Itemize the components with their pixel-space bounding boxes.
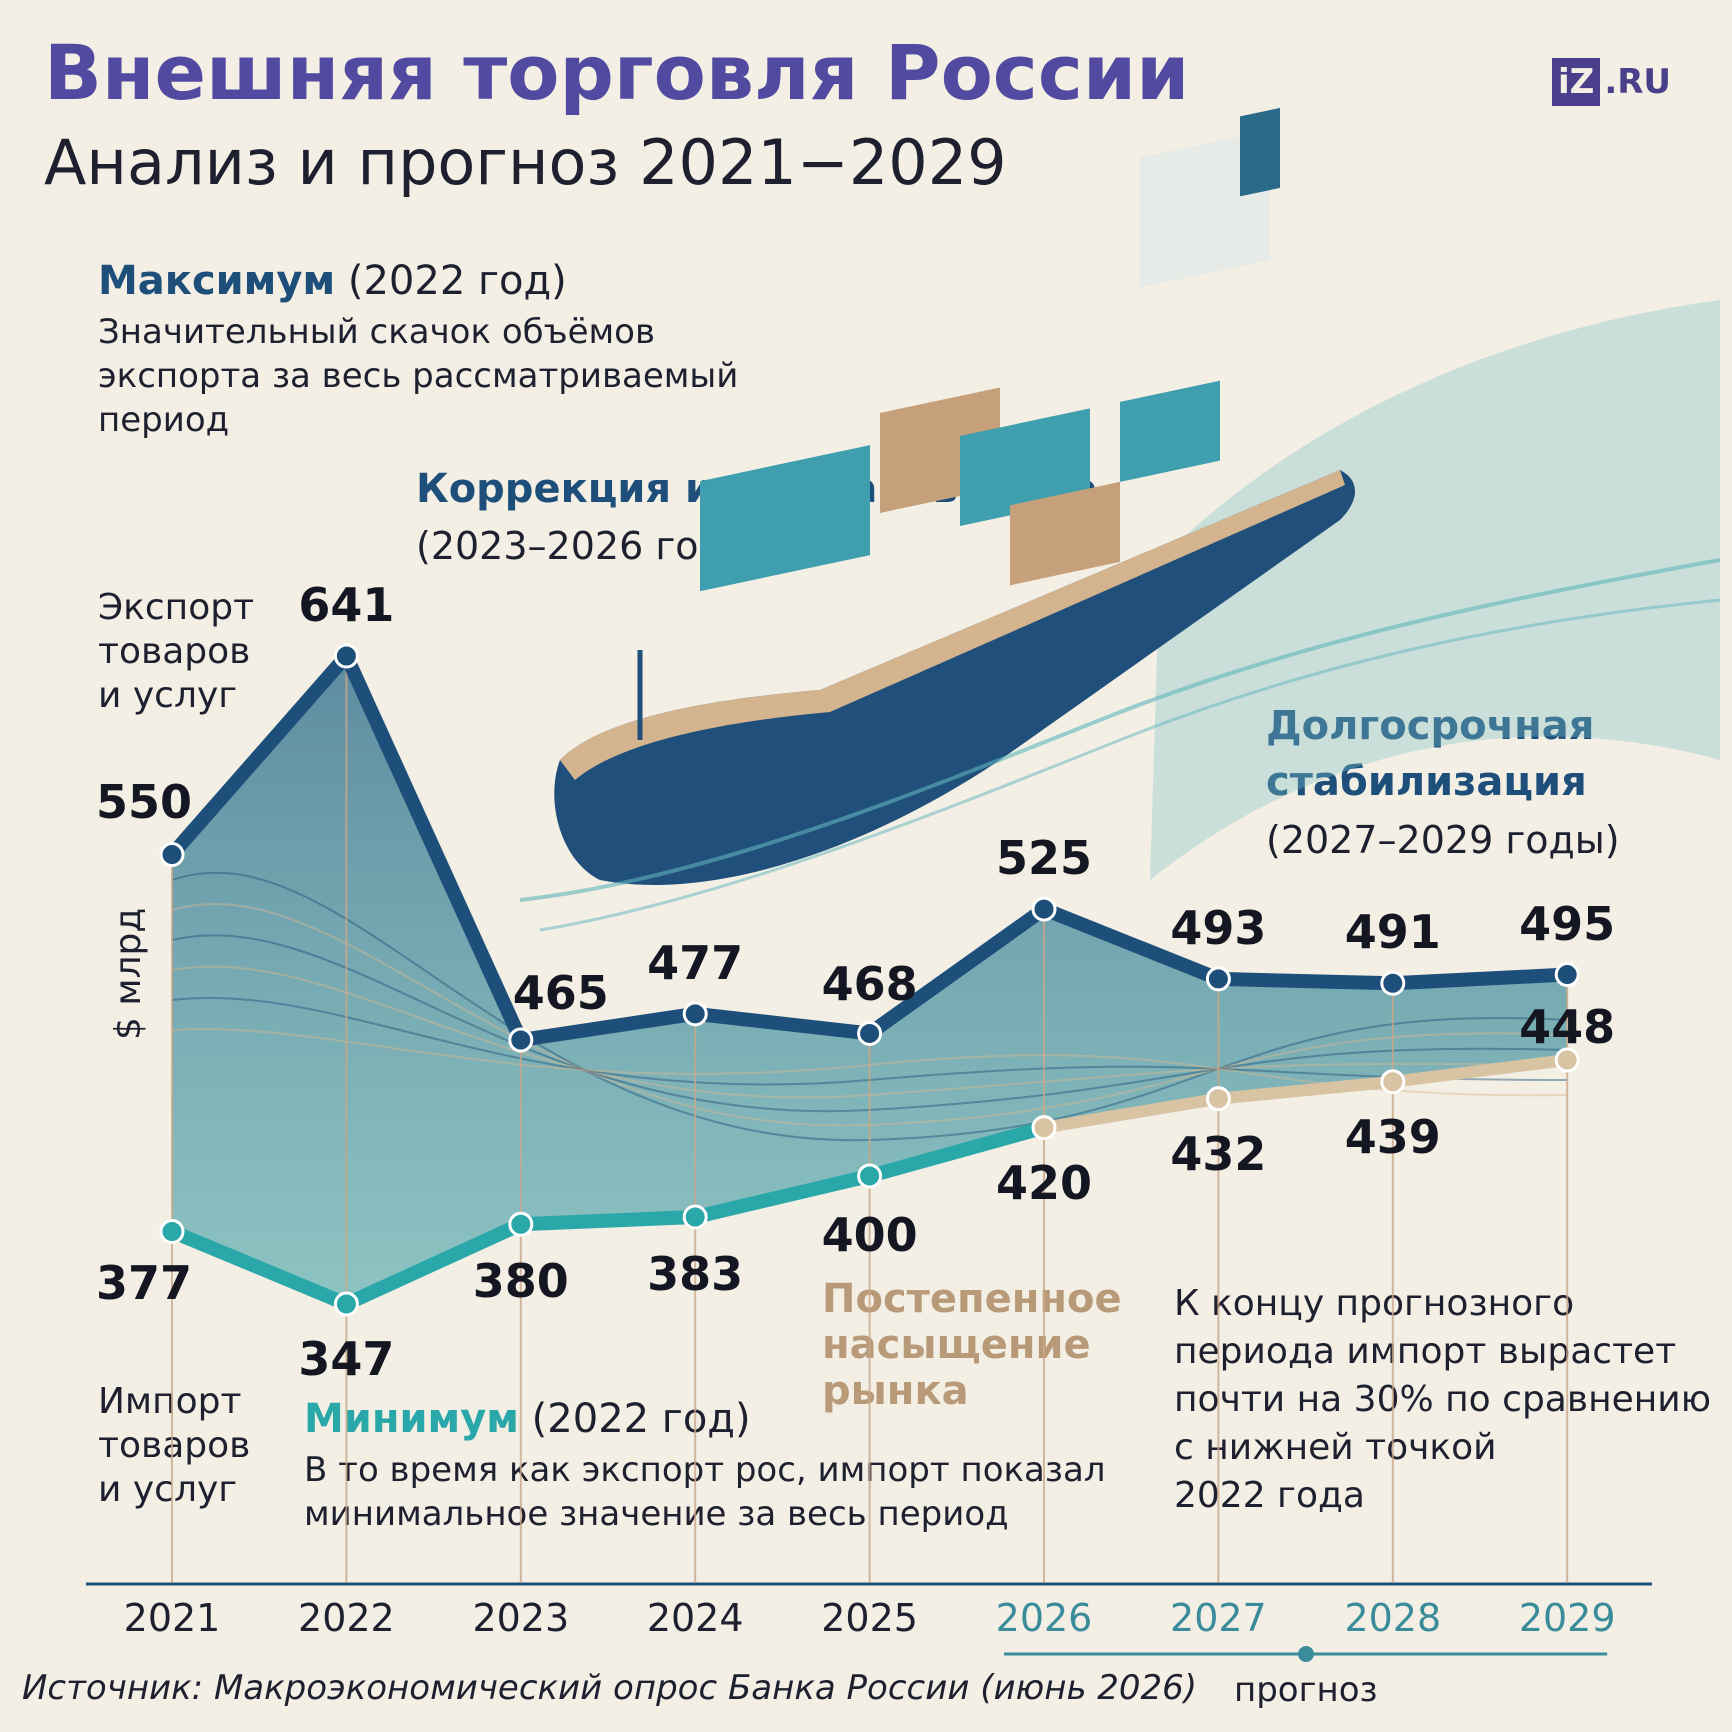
x-tick-label: 2029	[1518, 1596, 1616, 1640]
export-value-label: 550	[95, 774, 193, 829]
import-label-1: Импорт	[98, 1381, 242, 1422]
stabilization-head-1: Долгосрочная	[1266, 703, 1595, 749]
export-value-label: 641	[298, 578, 395, 632]
import-point	[1031, 1115, 1057, 1141]
forecast-bracket-dot	[1298, 1646, 1314, 1662]
export-point	[1380, 970, 1406, 996]
export-point	[857, 1020, 883, 1046]
source-note: Источник: Макроэкономический опрос Банка…	[22, 1668, 1198, 1708]
import-line-forecast	[1043, 1054, 1568, 1134]
import-series-label: Импорт товаров и услуг	[98, 1380, 250, 1512]
export-value-label: 477	[647, 935, 744, 990]
export-value-label: 465	[512, 966, 609, 1020]
minimum-period: (2022 год)	[518, 1396, 751, 1442]
saturation-annotation: Постепенное насыщение рынка	[822, 1276, 1122, 1414]
maximum-head: Максимум	[98, 258, 336, 304]
page-subtitle: Анализ и прогноз 2021−2029	[44, 126, 1007, 199]
stabilization-head-2: стабилизация	[1266, 759, 1587, 805]
x-tick-label: 2024	[646, 1596, 744, 1640]
logo-suffix: .RU	[1604, 62, 1672, 102]
import-value-label: 432	[1170, 1126, 1267, 1181]
x-tick-label: 2022	[298, 1596, 395, 1640]
import-value-label: 380	[472, 1254, 569, 1309]
saturation-line-3: рынка	[822, 1368, 969, 1414]
minimum-head: Минимум	[304, 1396, 519, 1442]
export-series-label: Экспорт товаров и услуг	[98, 586, 254, 718]
import-value-label: 439	[1344, 1109, 1441, 1164]
export-value-label: 493	[1170, 900, 1267, 955]
import-growth-annotation: К концу прогнозного периода импорт вырас…	[1174, 1280, 1711, 1520]
export-point	[333, 643, 359, 669]
export-value-label: 495	[1519, 896, 1616, 951]
maximum-line-3: период	[98, 400, 230, 440]
export-value-label: 491	[1344, 905, 1441, 960]
maximum-line-2: экспорта за весь рассматриваемый	[98, 356, 739, 396]
ship-illustration	[519, 107, 1721, 932]
saturation-line-1: Постепенное	[822, 1276, 1122, 1322]
import-point	[857, 1163, 883, 1189]
export-point	[1554, 962, 1580, 988]
import-value-label: 383	[647, 1247, 744, 1302]
minimum-line-2: минимальное значение за весь период	[304, 1494, 1009, 1534]
import-value-label: 400	[821, 1207, 918, 1262]
import-point	[333, 1291, 359, 1317]
import-growth-line-5: 2022 года	[1174, 1475, 1365, 1516]
x-tick-label: 2023	[472, 1596, 570, 1640]
stabilization-period: (2027–2029 годы)	[1266, 818, 1620, 862]
maximum-period: (2022 год)	[335, 258, 567, 304]
maximum-annotation: Максимум (2022 год) Значительный скачок …	[98, 258, 738, 442]
forecast-label: прогноз	[1234, 1670, 1378, 1710]
x-tick-label: 2025	[821, 1596, 918, 1640]
import-point	[682, 1204, 708, 1230]
import-line-actual	[169, 1120, 1046, 1311]
export-point	[682, 1001, 708, 1027]
export-label-2: товаров	[98, 631, 251, 672]
import-point	[1205, 1086, 1231, 1112]
saturation-line-2: насыщение	[822, 1322, 1091, 1368]
export-label-1: Экспорт	[98, 587, 255, 628]
import-point	[1380, 1069, 1406, 1095]
export-value-label: 525	[995, 831, 1093, 886]
logo-box: iZ	[1552, 58, 1601, 106]
iz-logo: iZ .RU	[1552, 58, 1671, 106]
import-growth-line-4: с нижней точкой	[1174, 1427, 1497, 1468]
import-point	[159, 1219, 185, 1245]
export-label-3: и услуг	[98, 675, 238, 716]
import-growth-line-3: почти на 30% по сравнению	[1174, 1379, 1711, 1420]
import-value-label: 420	[995, 1155, 1093, 1210]
import-value-label: 448	[1519, 1000, 1616, 1054]
import-value-label: 377	[95, 1255, 193, 1310]
import-label-2: товаров	[98, 1425, 251, 1466]
minimum-annotation: Минимум (2022 год) В то время как экспор…	[304, 1396, 1106, 1536]
stabilization-annotation: Долгосрочная стабилизация (2027–2029 год…	[1266, 698, 1620, 862]
export-point	[508, 1027, 534, 1053]
export-point	[1031, 896, 1057, 922]
maximum-line-1: Значительный скачок объёмов	[98, 312, 656, 352]
export-point	[159, 842, 185, 868]
x-tick-label: 2021	[123, 1596, 221, 1640]
page-title: Внешняя торговля России	[44, 28, 1190, 117]
x-tick-label: 2027	[1170, 1596, 1267, 1640]
export-value-label: 468	[821, 957, 918, 1012]
chart-plot-area	[86, 643, 1652, 1662]
import-label-3: и услуг	[98, 1469, 238, 1510]
import-point	[508, 1211, 534, 1237]
x-tick-label: 2028	[1344, 1596, 1442, 1640]
x-tick-label: 2026	[995, 1596, 1093, 1640]
import-value-label: 347	[298, 1332, 395, 1386]
export-point	[1205, 966, 1231, 992]
import-point	[1554, 1047, 1580, 1073]
minimum-line-1: В то время как экспорт рос, импорт показ…	[304, 1450, 1106, 1490]
import-growth-line-2: периода импорт вырастет	[1174, 1331, 1677, 1372]
import-growth-line-1: К концу прогнозного	[1174, 1283, 1575, 1324]
decor-wave-line	[171, 871, 1568, 1142]
